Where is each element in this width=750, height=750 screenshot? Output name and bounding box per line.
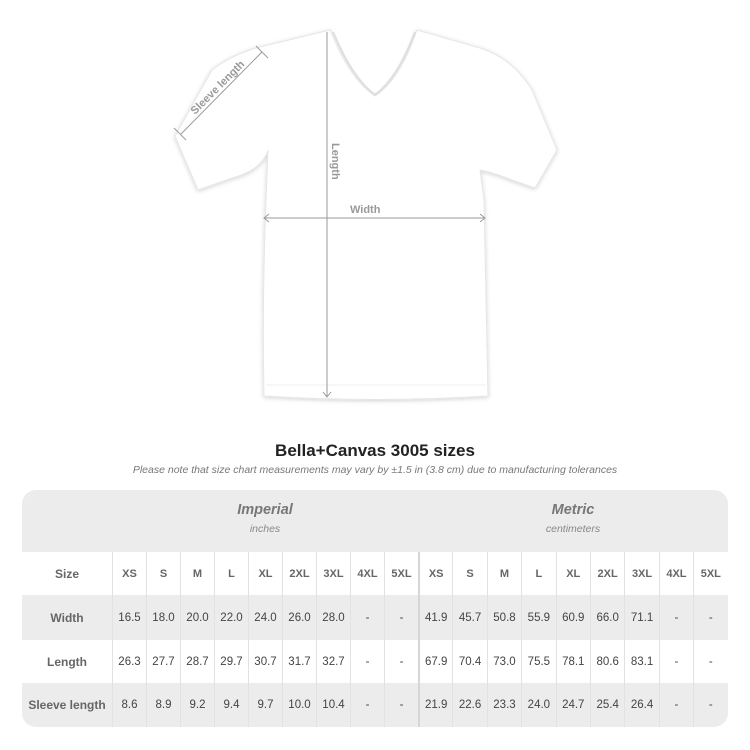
metric-cell: 41.9 [418, 595, 452, 640]
metric-header: Metric centimeters [418, 502, 728, 535]
imperial-cell: - [384, 683, 418, 727]
table-row: Length 26.3 27.7 28.7 29.7 30.7 31.7 32.7- -67.9… [22, 640, 728, 683]
imperial-cell: 26.0 [282, 595, 316, 640]
metric-cell: - [693, 595, 727, 640]
row-label: Sleeve length [28, 698, 106, 712]
imperial-cell: 3XL [316, 552, 350, 595]
imperial-cell: 4XL [350, 552, 384, 595]
metric-cell: - [658, 640, 693, 683]
table-row: Sleeve length 8.6 8.9 9.2 9.4 9.7 10.0 10.4- -21… [22, 683, 728, 727]
metric-cell: 71.1 [624, 595, 658, 640]
imperial-cell: 20.0 [180, 595, 214, 640]
metric-cell: - [693, 640, 727, 683]
row-label: Width [50, 610, 84, 625]
imperial-cell: 28.7 [180, 640, 214, 683]
imperial-cell: - [384, 595, 418, 640]
imperial-cell: 10.0 [282, 683, 316, 727]
metric-cell: L [521, 552, 555, 595]
metric-cell: S [452, 552, 486, 595]
metric-cell: 73.0 [486, 640, 521, 683]
metric-cell: 22.6 [452, 683, 486, 727]
metric-cell: 83.1 [624, 640, 658, 683]
imperial-cell: 16.5 [112, 595, 146, 640]
imperial-cell: 27.7 [146, 640, 180, 683]
row-label: Length [47, 654, 87, 669]
metric-title: Metric [551, 502, 595, 518]
imperial-cell: - [384, 640, 418, 683]
metric-cell: 26.4 [624, 683, 658, 727]
imperial-cell: 9.2 [180, 683, 214, 727]
tshirt-diagram: Sleeve length Length Width [173, 29, 558, 400]
imperial-cell: 28.0 [316, 595, 350, 640]
imperial-cell: - [350, 595, 384, 640]
imperial-cell: 2XL [282, 552, 316, 595]
metric-cell: 78.1 [555, 640, 590, 683]
imperial-cell: - [350, 683, 384, 727]
imperial-cell: 30.7 [248, 640, 282, 683]
imperial-cell: 18.0 [146, 595, 180, 640]
imperial-title: Imperial [237, 502, 293, 518]
imperial-cell: 9.7 [248, 683, 282, 727]
metric-cell: 25.4 [589, 683, 624, 727]
metric-cell: 45.7 [452, 595, 486, 640]
sleeve-guide [180, 51, 263, 135]
metric-cell: - [658, 595, 693, 640]
row-label: Size [54, 566, 79, 581]
imperial-unit: inches [249, 523, 281, 535]
imperial-cell: - [350, 640, 384, 683]
imperial-header: Imperial inches [112, 502, 418, 535]
metric-cell: 75.5 [521, 640, 555, 683]
metric-cell: 23.3 [486, 683, 521, 727]
imperial-cell: 26.3 [112, 640, 146, 683]
metric-cell: - [658, 683, 693, 727]
imperial-cell: M [180, 552, 214, 595]
metric-cell: 2XL [589, 552, 624, 595]
imperial-cell: S [146, 552, 180, 595]
imperial-cell: XL [248, 552, 282, 595]
metric-cell: 21.9 [418, 683, 452, 727]
imperial-cell: 24.0 [248, 595, 282, 640]
size-header-row: Size XS S M L XL 2XL 3XL 4XL 5XL XS S M L XL 2XL 3XL 4XL 5… [22, 552, 728, 595]
metric-cell: 70.4 [452, 640, 486, 683]
metric-cell: 66.0 [589, 595, 624, 640]
metric-cell: 24.7 [555, 683, 590, 727]
metric-cell: 55.9 [521, 595, 555, 640]
imperial-cell: 10.4 [316, 683, 350, 727]
metric-cell: 67.9 [418, 640, 452, 683]
size-table: Imperial inches Metric centimeters Size X… [22, 490, 728, 727]
imperial-cell: 8.6 [112, 683, 146, 727]
metric-cell: 50.8 [486, 595, 521, 640]
imperial-cell: 9.4 [214, 683, 248, 727]
page-title: Bella+Canvas 3005 sizes [275, 441, 475, 460]
metric-cell: 24.0 [521, 683, 555, 727]
tshirt-shape [174, 29, 558, 400]
metric-cell: - [693, 683, 727, 727]
metric-cell: M [486, 552, 521, 595]
length-label: Length [329, 143, 341, 180]
tolerance-note: Please note that size chart measurements… [132, 464, 618, 476]
metric-cell: 5XL [693, 552, 727, 595]
imperial-cell: 29.7 [214, 640, 248, 683]
width-label: Width [350, 204, 381, 216]
imperial-cell: 22.0 [214, 595, 248, 640]
metric-cell: 4XL [658, 552, 693, 595]
imperial-cell: XS [112, 552, 146, 595]
metric-cell: XS [418, 552, 452, 595]
metric-cell: XL [555, 552, 590, 595]
imperial-cell: 5XL [384, 552, 418, 595]
metric-cell: 80.6 [589, 640, 624, 683]
imperial-cell: 8.9 [146, 683, 180, 727]
imperial-cell: L [214, 552, 248, 595]
unit-header: Imperial inches Metric centimeters [22, 490, 728, 552]
metric-cell: 3XL [624, 552, 658, 595]
metric-unit: centimeters [545, 523, 601, 535]
table-row: Width 16.5 18.0 20.0 22.0 24.0 26.0 28.0- -41.9 4… [22, 595, 728, 640]
imperial-cell: 32.7 [316, 640, 350, 683]
metric-cell: 60.9 [555, 595, 590, 640]
imperial-cell: 31.7 [282, 640, 316, 683]
